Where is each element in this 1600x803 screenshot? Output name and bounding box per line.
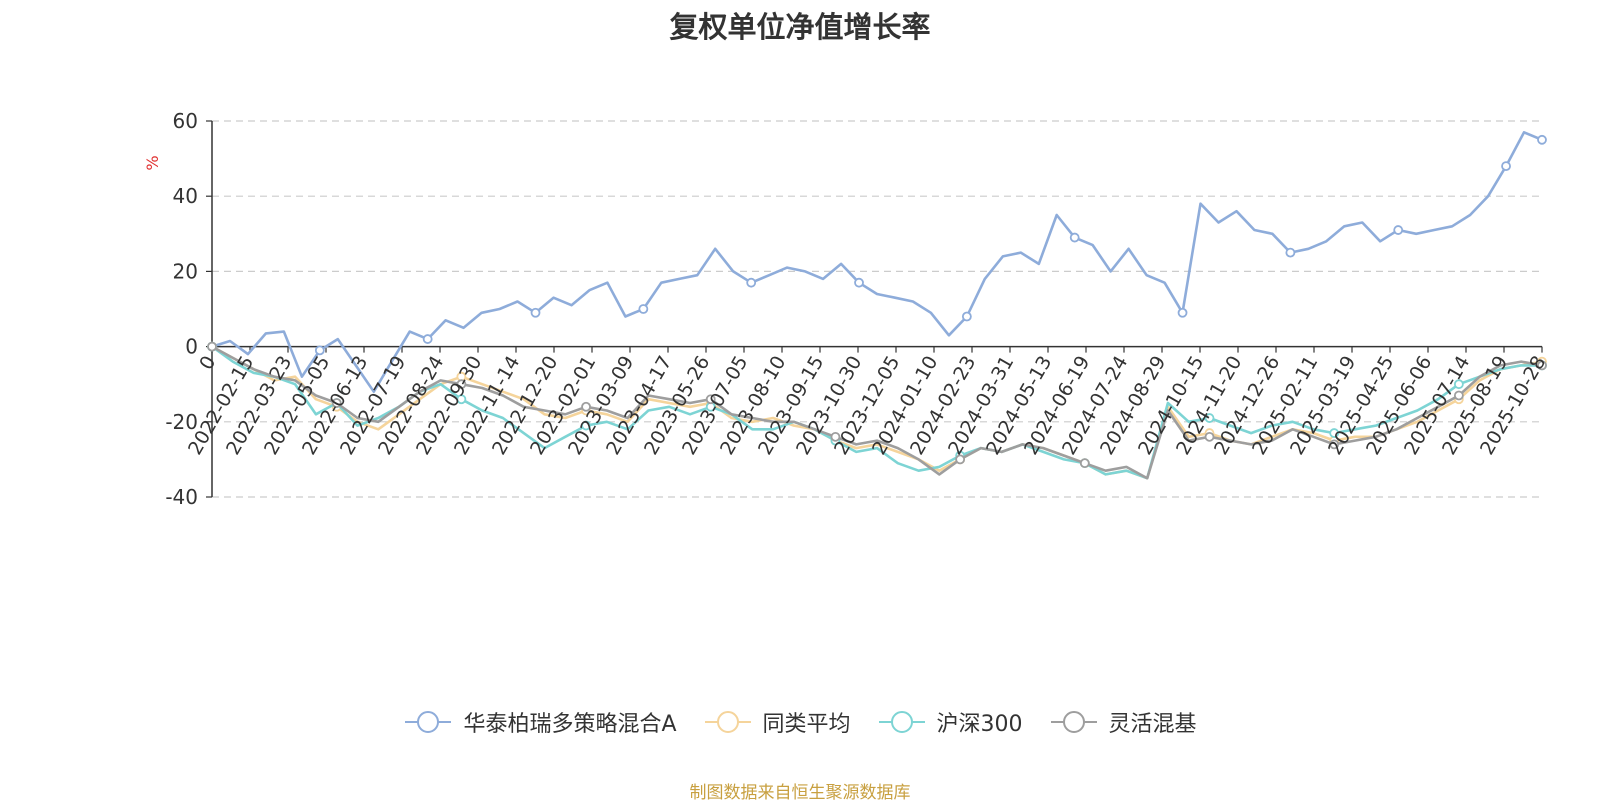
legend-label: 沪深300 (936, 712, 1023, 737)
data-point (1501, 161, 1511, 172)
legend-item-3[interactable]: 沪深300 (877, 706, 1023, 738)
axes (206, 120, 1543, 498)
data-point (1453, 379, 1464, 390)
x-tick-label: 0 (195, 352, 220, 373)
data-point (422, 334, 433, 344)
data-point (1393, 225, 1404, 235)
legend-item-4[interactable]: 灵活混基 (1049, 706, 1197, 738)
data-point (961, 311, 972, 322)
data-point (1453, 390, 1464, 401)
data-point (1069, 232, 1080, 243)
legend-item-2[interactable]: 同类平均 (703, 706, 851, 738)
data-point (1537, 134, 1547, 145)
data-point (581, 401, 591, 412)
legend-marker-icon (878, 711, 925, 733)
data-point (1204, 431, 1215, 442)
data-point (331, 398, 342, 408)
y-tick-label: -40 (165, 485, 198, 509)
data-point (456, 394, 467, 405)
legend-label: 灵活混基 (1108, 712, 1197, 737)
y-tick-label: 40 (173, 184, 198, 208)
series-line-3 (211, 345, 1542, 480)
data-point (314, 345, 325, 356)
legend-marker-icon (704, 711, 751, 733)
data-point (1204, 413, 1215, 423)
legend: 华泰柏瑞多策略混合A 同类平均 沪深300 灵活混基 (0, 706, 1600, 738)
y-tick-labels: 60 40 20 0 -20 -40 (165, 109, 198, 509)
data-point (581, 420, 591, 431)
series-line-2 (211, 345, 1543, 480)
data-point (1079, 458, 1090, 469)
y-axis-unit-label: % (143, 155, 162, 170)
legend-item-1[interactable]: 华泰柏瑞多策略混合A (403, 706, 677, 738)
data-point (638, 304, 649, 314)
data-point (1285, 247, 1296, 258)
data-point (746, 277, 757, 288)
chart-title: 复权单位净值增长率 (669, 10, 931, 44)
y-tick-label: 60 (173, 109, 198, 133)
grid-lines (212, 120, 1542, 498)
y-tick-label: -20 (165, 410, 198, 434)
data-point (1177, 307, 1188, 318)
data-point (955, 454, 966, 465)
legend-label: 同类平均 (762, 712, 851, 737)
series-line-1 (211, 131, 1543, 393)
data-point (1537, 360, 1547, 371)
series-lines (207, 131, 1547, 480)
series-line-4 (211, 345, 1543, 480)
data-point (705, 394, 716, 405)
data-point (854, 277, 864, 288)
data-point (456, 379, 467, 390)
legend-marker-icon (405, 711, 452, 733)
data-point (1329, 439, 1340, 450)
legend-label: 华泰柏瑞多策略混合A (463, 712, 677, 737)
data-point (207, 341, 217, 352)
data-point (830, 431, 841, 442)
data-point (530, 307, 541, 318)
y-tick-label: 0 (185, 335, 198, 359)
legend-marker-icon (1050, 711, 1097, 733)
y-tick-label: 20 (173, 259, 198, 283)
source-note: 制图数据来自恒生聚源数据库 (689, 783, 911, 803)
data-point (1329, 428, 1340, 438)
